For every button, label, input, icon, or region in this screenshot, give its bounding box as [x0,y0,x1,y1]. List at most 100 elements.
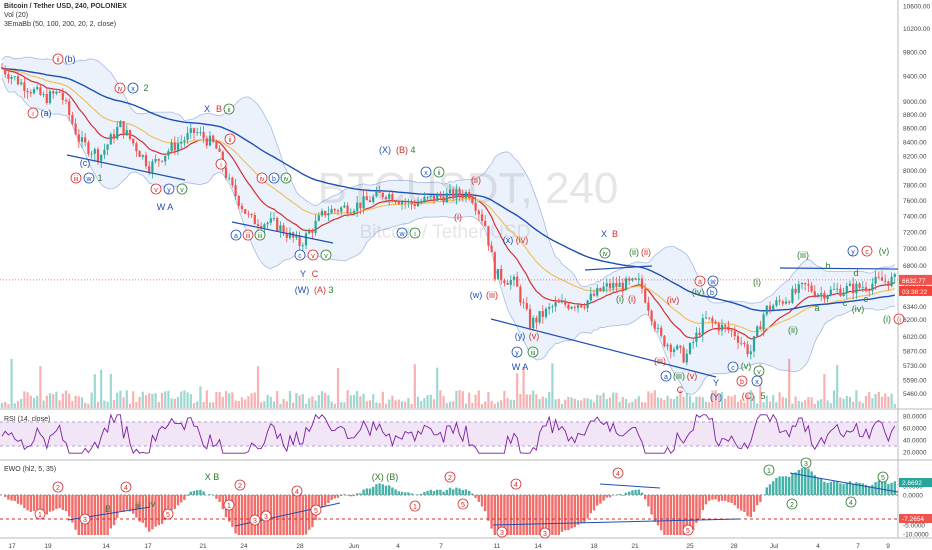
ewo-bar [352,495,356,497]
candle-body [170,142,173,152]
wave-label: (i [897,317,901,324]
candle-body [199,132,202,133]
ewo-bar [176,495,180,506]
volume-bar [199,386,202,408]
candle-body [880,277,884,281]
candle-body [884,280,887,282]
ewo-bar [576,495,580,525]
volume-bar [861,403,864,408]
rsi-tick-label: 80.0000 [903,414,927,421]
time-tick-label: 25 [686,543,694,550]
candle-body [525,303,528,310]
ewo-bar [631,490,634,495]
ewo-bar [599,495,602,504]
wave-label: (W) [295,285,310,295]
wave-label: W A [512,362,529,372]
ewo-bar [93,495,96,535]
volume-bar [301,393,304,408]
candle-body [301,245,304,247]
ewo-bar [468,490,471,495]
volume-bar [13,403,16,408]
candle-body [490,245,493,253]
wave-label: w [398,231,405,238]
ewo-bar [596,495,599,506]
ewo-bar [32,495,36,511]
candle-body [535,317,538,323]
ewo-bar [180,495,183,503]
volume-bar [320,391,324,408]
ewo-bar [730,495,733,503]
ewo-bar [218,495,221,502]
wave-label: 1 [767,468,771,475]
volume-bar [112,400,116,408]
volume-bar [304,403,308,408]
volume-bar [180,391,183,408]
ewo-bar [784,476,788,495]
candle-body [205,138,208,146]
ewo-bar [698,495,701,520]
volume-bar [116,392,119,408]
volume-bar [756,403,759,408]
wave-label-ring [223,103,235,115]
ewo-bar [864,484,868,495]
wave-label: (a) [41,108,52,118]
volume-bar [506,397,509,408]
ewo-bar [522,495,525,535]
ewo-bar [189,491,192,495]
trend-line [66,154,186,181]
candle-body [279,225,282,232]
volume-bar [583,398,586,408]
volume-bar [484,401,487,408]
ewo-bar [525,495,528,535]
candle-body [80,137,84,142]
ewo-bar [362,489,365,495]
ewo-bar [90,495,93,535]
ewo-bar [480,495,484,507]
wave-label: Y [713,378,719,388]
candle-body [311,230,314,233]
wave-label: iii [258,233,263,240]
volume-bar [420,401,423,408]
candle-body [87,142,90,154]
candle-body [394,201,397,203]
volume-bar [244,399,247,408]
candle-body [61,92,64,101]
wave-label-ring [396,227,408,239]
ewo-bar [807,468,810,495]
candle-body [554,302,557,307]
ewo-bar [845,482,848,495]
candle-body [420,201,423,203]
candle-body [503,280,506,284]
candle-body [528,309,532,329]
price-tick-label: 9800.00 [903,49,927,56]
trend-line [490,318,717,378]
wave-label: i [220,162,222,169]
wave-label: v [324,253,328,260]
candle-body [388,194,391,199]
wave-label: w [709,279,716,286]
volume-bar [413,364,416,408]
candle-body [506,283,509,285]
ewo-bar [826,482,829,495]
wave-label-ring [893,313,905,325]
ewo-bar [240,495,244,535]
wave-label-ring [268,172,280,184]
time-axis: 17 19 14 17 21 24 28 Jun 4 7 11 14 18 21 25 28 Jul 4 7 9 [8,543,890,550]
volume-bar [688,395,692,408]
ewo-bar [141,495,144,523]
volume-bar [778,392,781,408]
wave-label: iii [531,350,536,357]
volume-bar [135,401,138,408]
wave-label-ring [234,479,246,491]
candle-body [596,287,599,296]
wave-label-ring [254,229,266,241]
volume-bar [874,393,877,408]
candle-body [874,276,877,284]
ewo-bar [733,495,736,506]
wave-label-ring [444,471,456,483]
countdown-label: 03:38:22 [902,289,928,296]
wave-label-ring [70,172,82,184]
ema-50-line [1,68,896,340]
